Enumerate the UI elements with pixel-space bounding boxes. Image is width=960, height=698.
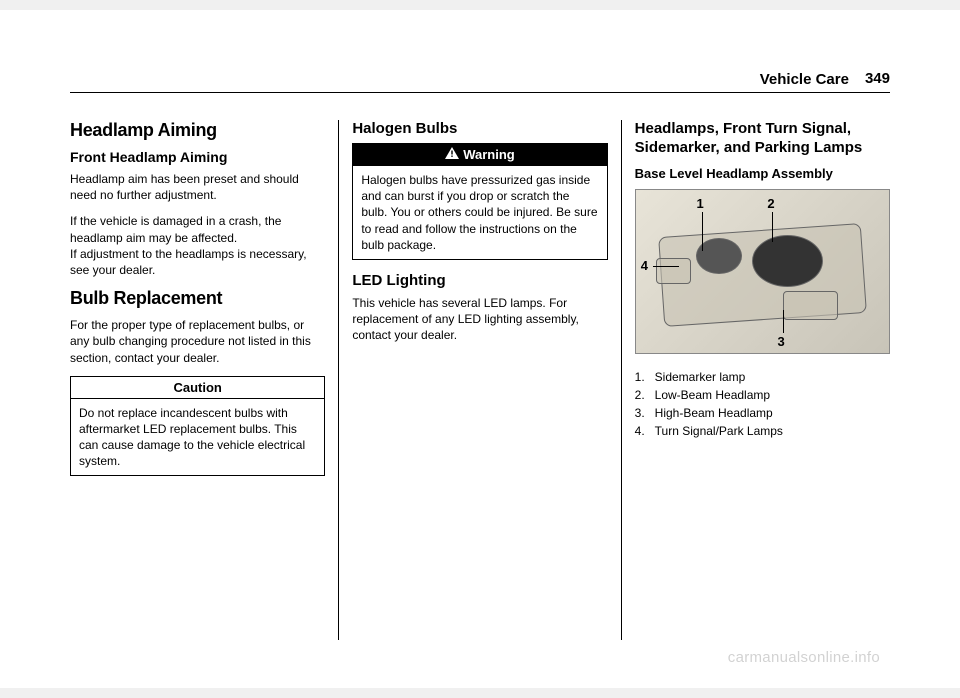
paragraph: This vehicle has several LED lamps. For … [352, 295, 607, 344]
legend-item: 4.Turn Signal/Park Lamps [635, 422, 890, 440]
heading-headlamps-assembly: Headlamps, Front Turn Signal, Sidemarker… [635, 120, 890, 158]
header-page-number: 349 [865, 70, 890, 87]
legend-item: 1.Sidemarker lamp [635, 368, 890, 386]
header-section: Vehicle Care [760, 69, 849, 88]
callout-1: 1 [696, 196, 703, 211]
heading-halogen-bulbs: Halogen Bulbs [352, 120, 607, 137]
callout-3: 3 [778, 334, 785, 349]
content-columns: Headlamp Aiming Front Headlamp Aiming He… [70, 120, 890, 640]
heading-led-lighting: LED Lighting [352, 272, 607, 289]
legend-item: 2.Low-Beam Headlamp [635, 386, 890, 404]
caution-box: Caution Do not replace incandescent bulb… [70, 376, 325, 477]
figure-legend: 1.Sidemarker lamp 2.Low-Beam Headlamp 3.… [635, 368, 890, 440]
paragraph: Headlamp aim has been preset and should … [70, 171, 325, 203]
watermark: carmanualsonline.info [728, 649, 880, 666]
callout-4: 4 [641, 258, 648, 273]
legend-item: 3.High-Beam Headlamp [635, 404, 890, 422]
page-header: Vehicle Care 349 [70, 92, 890, 112]
column-3: Headlamps, Front Turn Signal, Sidemarker… [622, 120, 890, 640]
heading-headlamp-aiming: Headlamp Aiming [70, 120, 325, 141]
column-1: Headlamp Aiming Front Headlamp Aiming He… [70, 120, 339, 640]
caution-label: Caution [71, 377, 324, 399]
heading-bulb-replacement: Bulb Replacement [70, 288, 325, 309]
callout-2: 2 [767, 196, 774, 211]
page: Vehicle Care 349 Headlamp Aiming Front H… [0, 10, 960, 688]
column-2: Halogen Bulbs Warning Halogen bulbs have… [339, 120, 621, 640]
heading-base-level: Base Level Headlamp Assembly [635, 166, 890, 181]
warning-label: Warning [463, 147, 515, 162]
warning-box: Warning Halogen bulbs have pressurized g… [352, 143, 607, 260]
headlamp-figure: 1 2 4 3 [635, 189, 890, 354]
paragraph: For the proper type of replacement bulbs… [70, 317, 325, 366]
paragraph: If the vehicle is damaged in a crash, th… [70, 213, 325, 278]
warning-header: Warning [353, 144, 606, 166]
warning-body: Halogen bulbs have pressurized gas insid… [353, 166, 606, 259]
heading-front-headlamp-aiming: Front Headlamp Aiming [70, 149, 325, 165]
warning-icon [445, 147, 459, 162]
caution-body: Do not replace incandescent bulbs with a… [71, 399, 324, 476]
